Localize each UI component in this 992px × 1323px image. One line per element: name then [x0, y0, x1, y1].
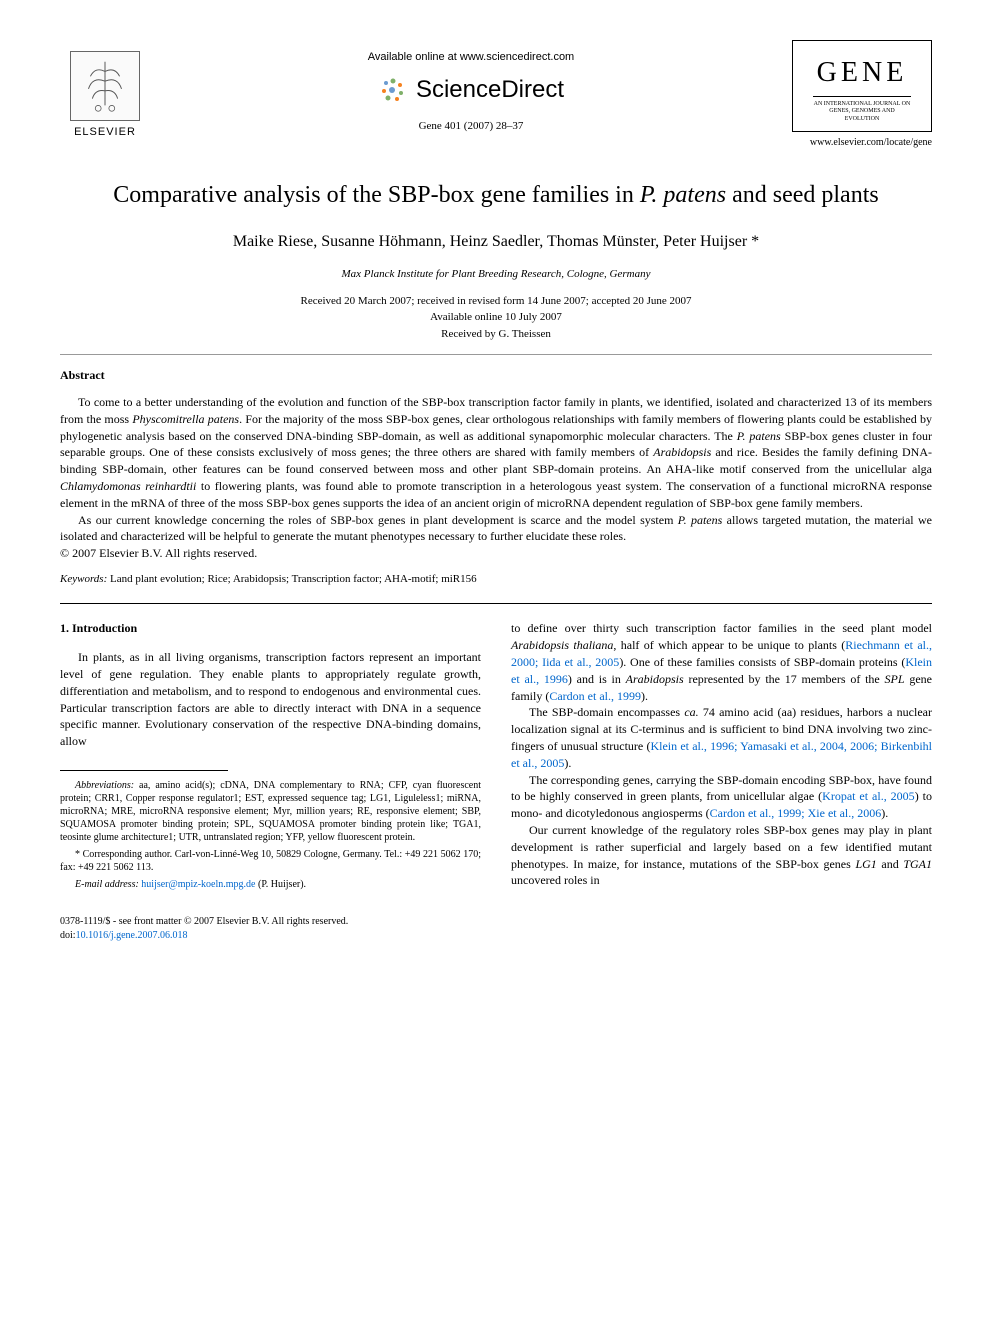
abstract-para-2: As our current knowledge concerning the …: [60, 512, 932, 546]
gene-journal-title: GENE: [813, 53, 911, 97]
footnotes: Abbreviations: aa, amino acid(s); cDNA, …: [60, 779, 481, 891]
title-part-1: Comparative analysis of the SBP-box gene…: [113, 182, 640, 208]
page-footer: 0378-1119/$ - see front matter © 2007 El…: [60, 915, 932, 943]
intro-left-para: In plants, as in all living organisms, t…: [60, 649, 481, 750]
dates-received-by: Received by G. Theissen: [60, 326, 932, 343]
intro-right-para-4: Our current knowledge of the regulatory …: [511, 822, 932, 889]
intro-right-para-1: to define over thirty such transcription…: [511, 620, 932, 704]
citation-link[interactable]: Kropat et al., 2005: [822, 789, 915, 803]
keywords: Keywords: Land plant evolution; Rice; Ar…: [60, 572, 932, 587]
doi-line: doi:10.1016/j.gene.2007.06.018: [60, 929, 932, 943]
journal-header: ELSEVIER Available online at www.science…: [60, 40, 932, 150]
abstract-body: To come to a better understanding of the…: [60, 394, 932, 562]
title-part-2: and seed plants: [726, 182, 879, 208]
intro-right-para-2: The SBP-domain encompasses ca. 74 amino …: [511, 704, 932, 771]
dates-available: Available online 10 July 2007: [60, 309, 932, 326]
keywords-text: Land plant evolution; Rice; Arabidopsis;…: [107, 573, 476, 585]
gene-journal-box-wrapper: GENE AN INTERNATIONAL JOURNAL ON GENES, …: [792, 40, 932, 150]
keywords-label: Keywords:: [60, 573, 107, 585]
gene-journal-box: GENE AN INTERNATIONAL JOURNAL ON GENES, …: [792, 40, 932, 132]
article-title: Comparative analysis of the SBP-box gene…: [60, 180, 932, 211]
journal-url: www.elsevier.com/locate/gene: [792, 136, 932, 150]
available-online-text: Available online at www.sciencedirect.co…: [150, 50, 792, 65]
sciencedirect-icon: [378, 75, 408, 105]
authors-list: Maike Riese, Susanne Höhmann, Heinz Saed…: [60, 231, 932, 253]
corresponding-author: * Corresponding author. Carl-von-Linné-W…: [60, 848, 481, 874]
title-italic: P. patens: [640, 182, 726, 208]
email-link[interactable]: huijser@mpiz-koeln.mpg.de: [141, 879, 255, 890]
intro-right-para-3: The corresponding genes, carrying the SB…: [511, 772, 932, 822]
citation-link[interactable]: Cardon et al., 1999: [549, 689, 641, 703]
sciencedirect-label: ScienceDirect: [416, 73, 564, 107]
divider: [60, 603, 932, 604]
citation-link[interactable]: Cardon et al., 1999; Xie et al., 2006: [710, 806, 882, 820]
dates-received: Received 20 March 2007; received in revi…: [60, 293, 932, 310]
citation-text: Gene 401 (2007) 28–37: [150, 119, 792, 134]
abstract-heading: Abstract: [60, 367, 932, 384]
center-header: Available online at www.sciencedirect.co…: [150, 40, 792, 134]
abstract-para-1: To come to a better understanding of the…: [60, 394, 932, 512]
article-dates: Received 20 March 2007; received in revi…: [60, 293, 932, 343]
abbreviations-footnote: Abbreviations: aa, amino acid(s); cDNA, …: [60, 779, 481, 844]
elsevier-logo: ELSEVIER: [60, 40, 150, 140]
email-footnote: E-mail address: huijser@mpiz-koeln.mpg.d…: [60, 878, 481, 891]
doi-link[interactable]: 10.1016/j.gene.2007.06.018: [76, 930, 188, 941]
elsevier-tree-icon: [70, 51, 140, 121]
elsevier-label: ELSEVIER: [74, 125, 136, 140]
divider: [60, 354, 932, 355]
affiliation: Max Planck Institute for Plant Breeding …: [60, 267, 932, 282]
intro-heading: 1. Introduction: [60, 620, 481, 637]
gene-journal-subtitle: AN INTERNATIONAL JOURNAL ON GENES, GENOM…: [813, 101, 911, 123]
sciencedirect-logo: ScienceDirect: [150, 73, 792, 107]
abstract-copyright: © 2007 Elsevier B.V. All rights reserved…: [60, 545, 932, 562]
left-column: 1. Introduction In plants, as in all liv…: [60, 620, 481, 895]
body-columns: 1. Introduction In plants, as in all liv…: [60, 620, 932, 895]
right-column: to define over thirty such transcription…: [511, 620, 932, 895]
footnote-divider: [60, 770, 228, 771]
front-matter-text: 0378-1119/$ - see front matter © 2007 El…: [60, 915, 932, 929]
